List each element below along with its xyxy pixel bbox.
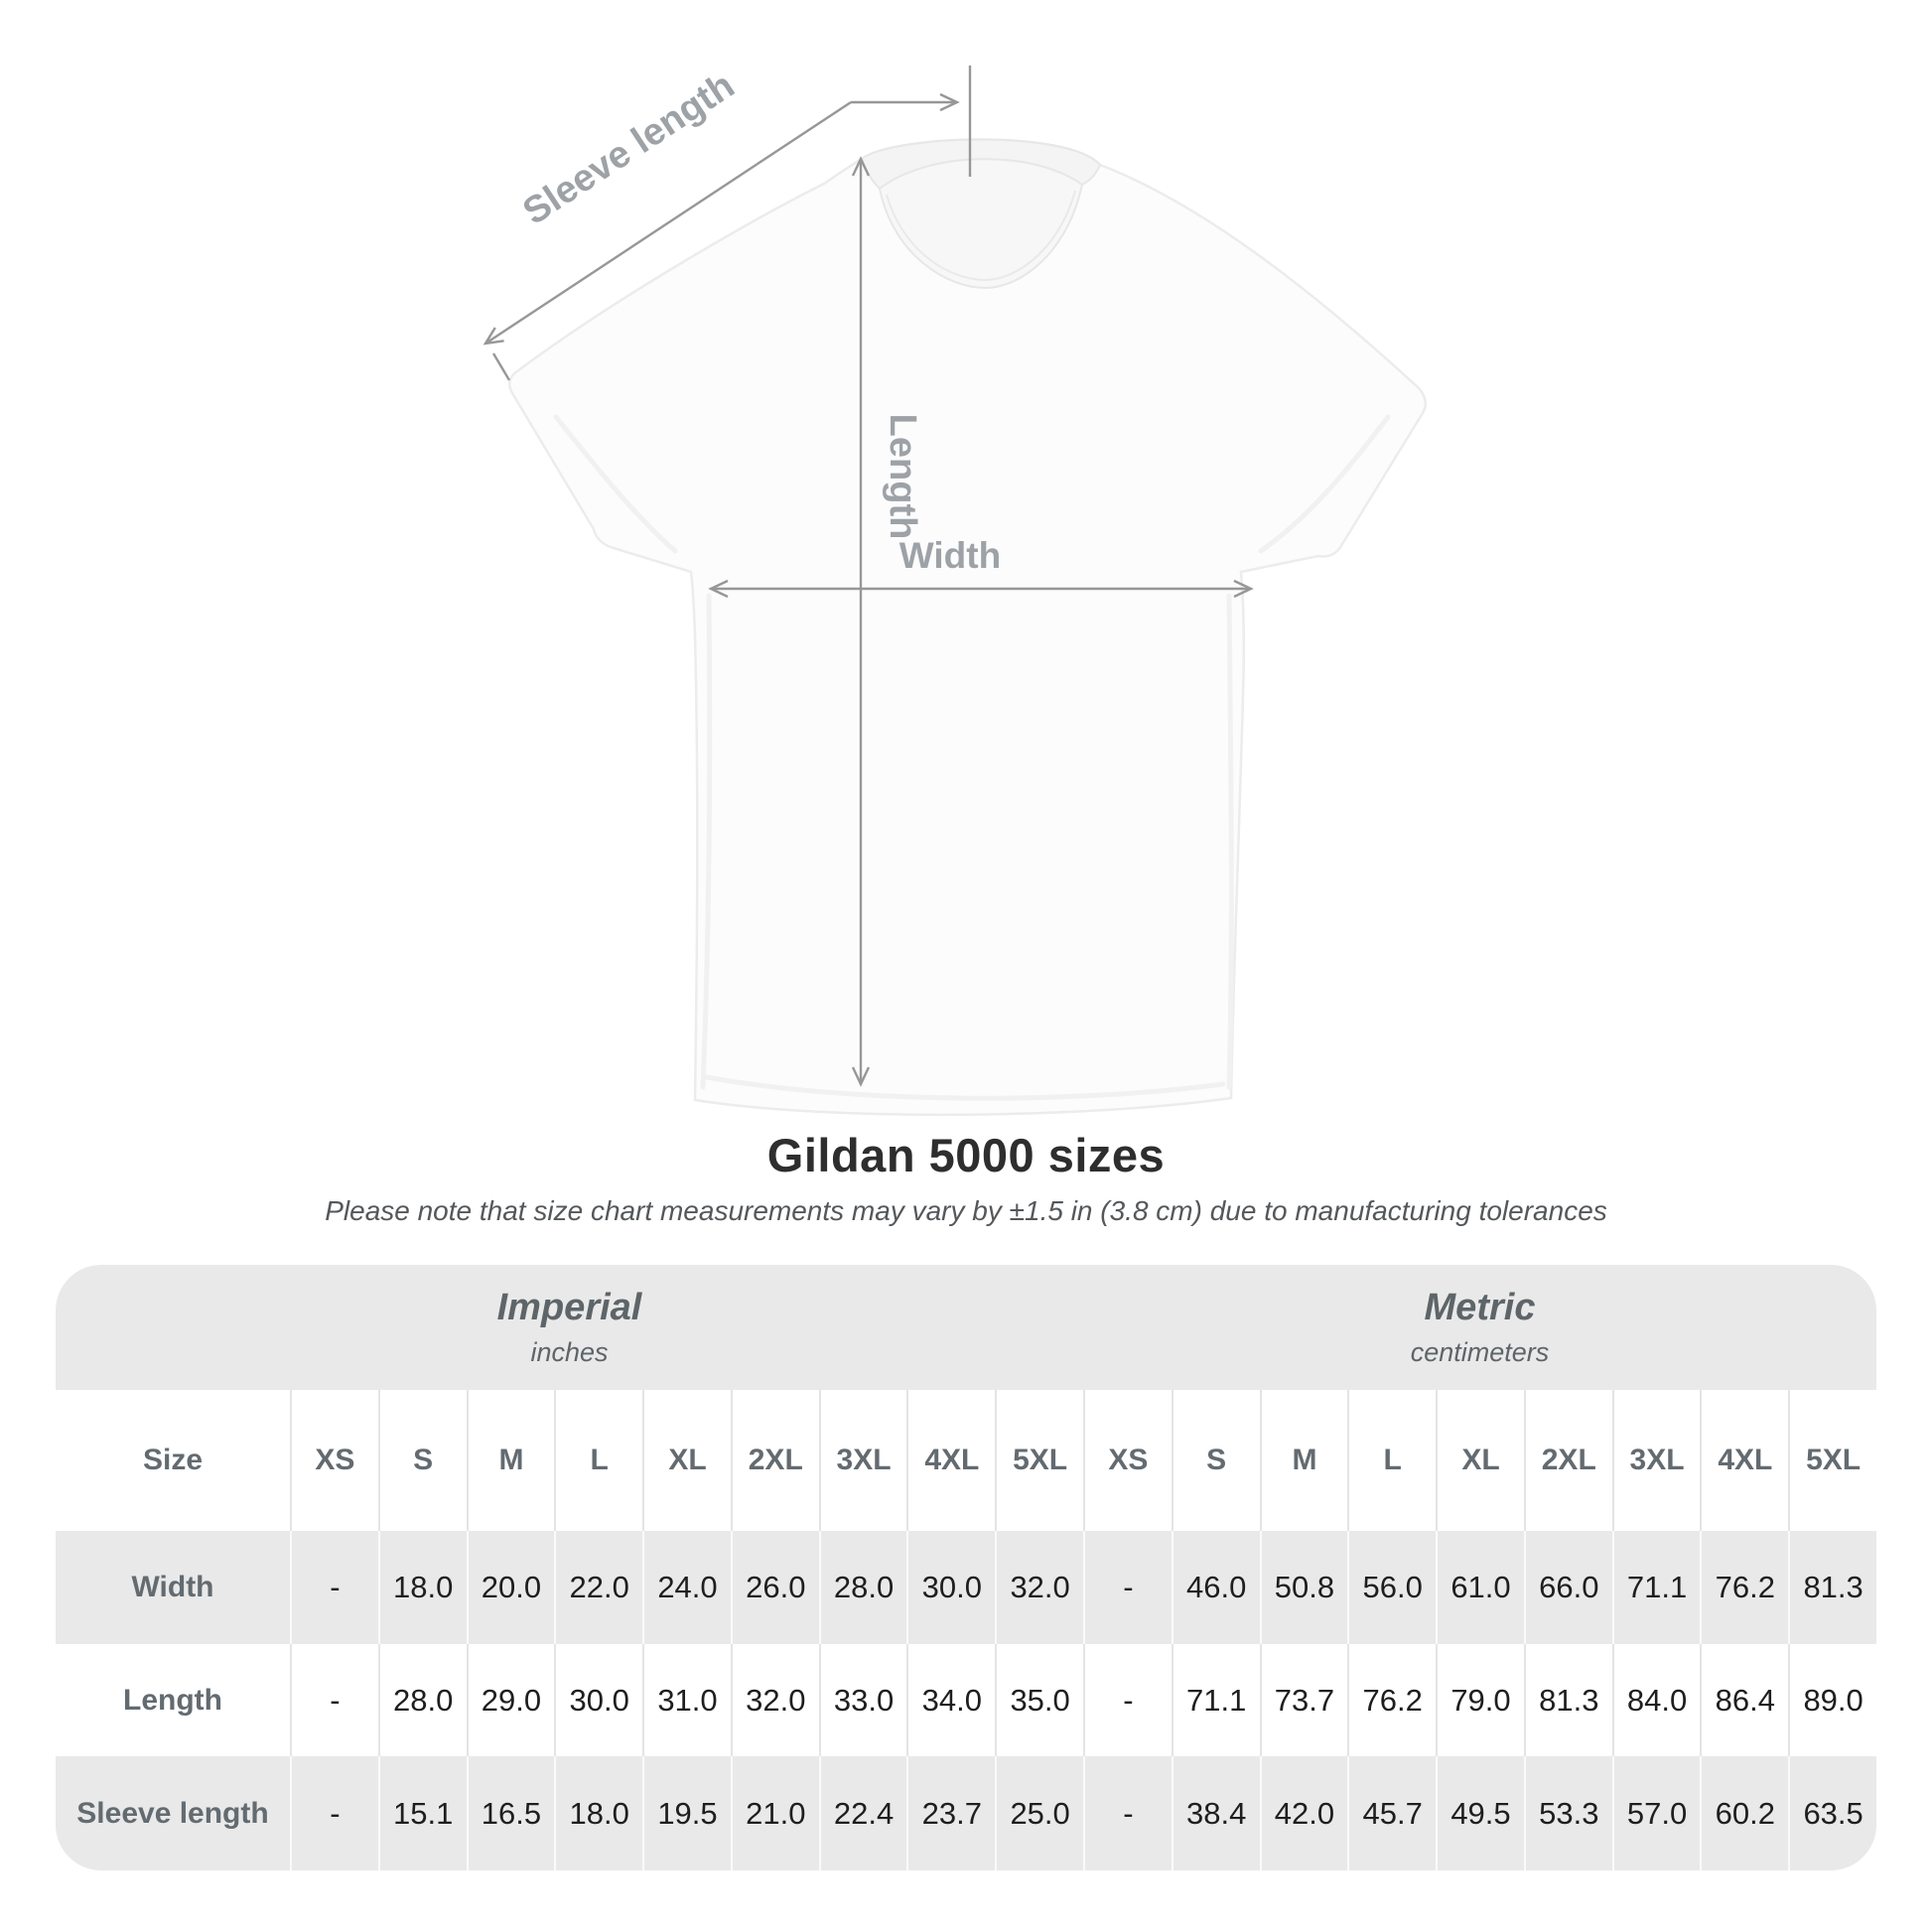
size-header-metric-2xl: 2XL [1523, 1390, 1612, 1531]
size-header-metric-3xl: 3XL [1611, 1390, 1701, 1531]
width-imperial-cell: 28.0 [818, 1531, 907, 1644]
width-imperial-cell: 22.0 [554, 1531, 642, 1644]
width-metric-cell: 81.3 [1788, 1531, 1876, 1644]
row-label-width: Width [131, 1571, 214, 1603]
size-header-imperial-l: L [554, 1390, 643, 1531]
metric-label: Metric [1424, 1287, 1536, 1328]
width-metric-cell: 76.2 [1700, 1531, 1788, 1644]
imperial-group-header: Imperial inches [56, 1265, 1083, 1390]
tshirt-measurement-diagram: Sleeve length Length Width [483, 65, 1427, 1117]
sleeve-metric-cell: 60.2 [1700, 1756, 1788, 1870]
sleeve-imperial-cell: 18.0 [554, 1756, 642, 1870]
sleeve-metric-cell: 53.3 [1523, 1756, 1612, 1870]
sleeve-imperial-cell: 21.0 [730, 1756, 819, 1870]
sleeve-metric-cell: 63.5 [1788, 1756, 1876, 1870]
length-label: Length [882, 414, 923, 540]
size-column-header: Size [56, 1390, 290, 1531]
size-header-imperial-xs: XS [290, 1390, 378, 1531]
sleeve-metric-cell: - [1083, 1756, 1172, 1870]
length-imperial-cell: - [290, 1644, 378, 1756]
size-header-metric-l: L [1347, 1390, 1437, 1531]
sleeve-imperial-cell: 22.4 [818, 1756, 907, 1870]
size-header-metric-xs: XS [1083, 1390, 1172, 1531]
sleeve-imperial-cell: 23.7 [906, 1756, 995, 1870]
size-header-imperial-m: M [466, 1390, 555, 1531]
size-chart-table: Imperial inches Metric centimeters Size … [56, 1265, 1876, 1870]
width-imperial-cell: 32.0 [995, 1531, 1083, 1644]
length-metric-cell: 84.0 [1611, 1644, 1701, 1756]
sleeve-imperial-cell: 16.5 [466, 1756, 555, 1870]
width-label: Width [899, 535, 1001, 576]
length-imperial-cell: 33.0 [818, 1644, 907, 1756]
width-metric-cell: - [1083, 1531, 1172, 1644]
length-imperial-cell: 31.0 [642, 1644, 731, 1756]
width-imperial-cell: - [290, 1531, 378, 1644]
length-imperial-cell: 29.0 [466, 1644, 555, 1756]
sleeve-imperial-cell: - [290, 1756, 378, 1870]
width-metric-cell: 66.0 [1523, 1531, 1612, 1644]
tolerance-note: Please note that size chart measurements… [325, 1195, 1607, 1226]
length-metric-cell: 73.7 [1259, 1644, 1348, 1756]
width-imperial-cell: 26.0 [730, 1531, 819, 1644]
size-header-metric-m: M [1259, 1390, 1348, 1531]
length-imperial-cell: 32.0 [730, 1644, 819, 1756]
size-header-imperial-4xl: 4XL [906, 1390, 996, 1531]
tshirt-graphic [508, 138, 1427, 1117]
sleeve-length-line [483, 100, 852, 345]
sleeve-imperial-cell: 19.5 [642, 1756, 731, 1870]
imperial-label: Imperial [496, 1287, 642, 1328]
size-header-imperial-xl: XL [642, 1390, 731, 1531]
length-imperial-cell: 30.0 [554, 1644, 643, 1756]
sleeve-metric-cell: 49.5 [1436, 1756, 1524, 1870]
sleeve-length-label: Sleeve length [516, 65, 743, 233]
row-label-sleeve-length: Sleeve length [76, 1796, 269, 1830]
size-header-metric-4xl: 4XL [1700, 1390, 1789, 1531]
length-imperial-cell: 35.0 [995, 1644, 1083, 1756]
length-metric-cell: 86.4 [1700, 1644, 1789, 1756]
length-metric-cell: - [1083, 1644, 1172, 1756]
sleeve-imperial-cell: 15.1 [377, 1756, 467, 1870]
length-metric-cell: 71.1 [1171, 1644, 1260, 1756]
width-metric-cell: 46.0 [1171, 1531, 1260, 1644]
row-label-length: Length [56, 1644, 290, 1756]
sleeve-metric-cell: 38.4 [1171, 1756, 1260, 1870]
sleeve-metric-cell: 45.7 [1347, 1756, 1436, 1870]
width-metric-cell: 50.8 [1259, 1531, 1348, 1644]
metric-group-header: Metric centimeters [1083, 1265, 1876, 1390]
sleeve-metric-cell: 42.0 [1259, 1756, 1348, 1870]
size-header-metric-s: S [1171, 1390, 1260, 1531]
page-title: Gildan 5000 sizes [766, 1129, 1166, 1181]
size-header-imperial-s: S [377, 1390, 467, 1531]
width-imperial-cell: 18.0 [377, 1531, 467, 1644]
width-imperial-cell: 24.0 [642, 1531, 731, 1644]
sleeve-imperial-cell: 25.0 [995, 1756, 1083, 1870]
sleeve-metric-cell: 57.0 [1611, 1756, 1701, 1870]
length-metric-cell: 76.2 [1347, 1644, 1437, 1756]
size-header-imperial-5xl: 5XL [995, 1390, 1083, 1531]
imperial-unit: inches [530, 1337, 609, 1367]
width-metric-cell: 56.0 [1347, 1531, 1436, 1644]
width-metric-cell: 71.1 [1611, 1531, 1701, 1644]
size-header-metric-xl: XL [1436, 1390, 1524, 1531]
width-imperial-cell: 30.0 [906, 1531, 995, 1644]
metric-unit: centimeters [1410, 1337, 1550, 1367]
size-header-imperial-3xl: 3XL [818, 1390, 907, 1531]
length-metric-cell: 81.3 [1523, 1644, 1612, 1756]
size-header-imperial-2xl: 2XL [730, 1390, 819, 1531]
size-header-metric-5xl: 5XL [1788, 1390, 1876, 1531]
width-metric-cell: 61.0 [1436, 1531, 1524, 1644]
length-imperial-cell: 28.0 [377, 1644, 467, 1756]
width-imperial-cell: 20.0 [466, 1531, 555, 1644]
length-metric-cell: 79.0 [1436, 1644, 1524, 1756]
length-imperial-cell: 34.0 [906, 1644, 996, 1756]
measurement-lines [483, 66, 1254, 1087]
length-metric-cell: 89.0 [1788, 1644, 1876, 1756]
